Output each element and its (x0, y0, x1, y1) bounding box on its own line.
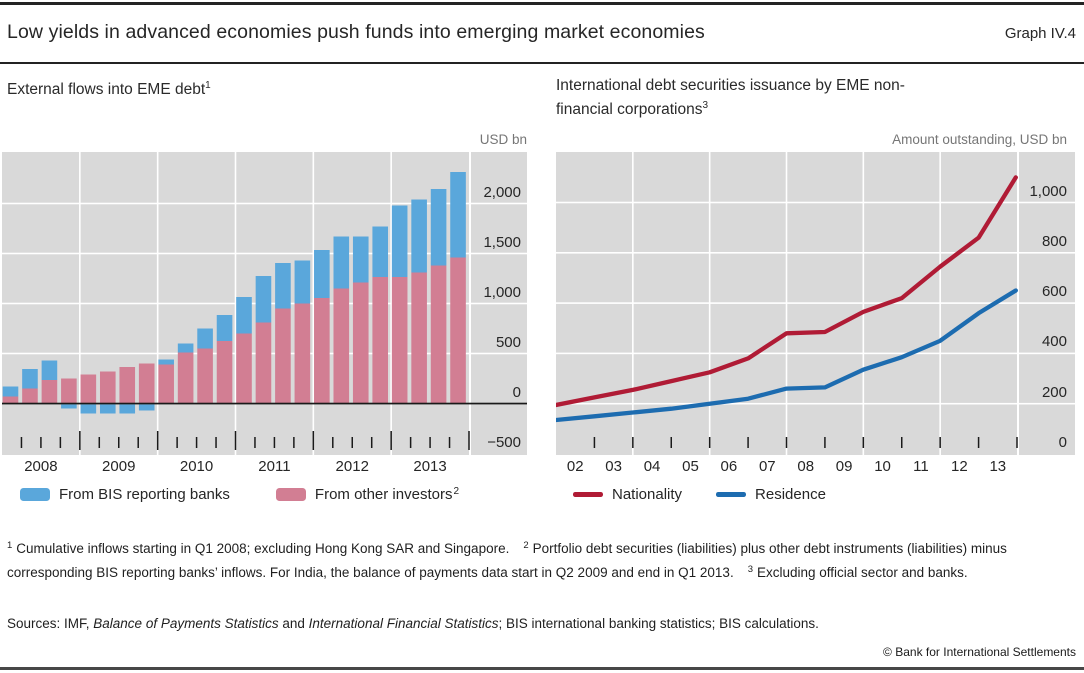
y-tick-label: 600 (1041, 283, 1067, 301)
bottom-border-rule (0, 667, 1084, 670)
right-panel-title: International debt securities issuance b… (556, 76, 908, 120)
y-tick-label: 0 (512, 383, 521, 401)
right-axis-unit-label: Amount outstanding, USD bn (892, 132, 1067, 147)
y-tick-label: 800 (1041, 232, 1067, 250)
footnote: 3 Excluding official sector and banks. (747, 563, 968, 580)
x-tick-label: 2013 (413, 458, 447, 475)
legend-swatch-rect (275, 488, 306, 501)
legend-label: From BIS reporting banks (59, 486, 230, 503)
graph-number-label: Graph IV.4 (1004, 25, 1076, 42)
source-publication-name: International Financial Statistics (308, 616, 499, 631)
y-tick-label: 2,000 (483, 183, 521, 201)
y-tick-label: 1,500 (483, 233, 521, 251)
x-tick-label: 12 (951, 458, 968, 475)
right-chart-panel: 1,000 800 600 400 200 0 02 03 04 05 06 07 08 09 10 11 1… (556, 152, 1075, 497)
footnote-text: Cumulative inflows starting in Q1 2008; … (16, 541, 510, 556)
footnote: 2 Portfolio debt securities (liabilities)… (7, 540, 1007, 580)
footnote-text: Excluding official sector and banks. (757, 564, 968, 580)
line-chart-canvas (556, 152, 1075, 455)
y-tick-label: 1,000 (1029, 182, 1067, 200)
x-tick-label: 2009 (102, 458, 136, 475)
right-panel-title-footnote-marker: 3 (702, 100, 709, 111)
footnote-marker: 2 (523, 540, 529, 551)
legend-label: Nationality (612, 486, 683, 503)
legend-item: From BIS reporting banks (20, 486, 230, 503)
page-title: Low yields in advanced economies push fu… (7, 21, 705, 43)
right-chart-legend: Nationality Residence (573, 486, 826, 503)
legend-item: From other investors2 (275, 486, 460, 503)
stacked-bar-chart-canvas (2, 152, 527, 455)
legend-label: Residence (755, 486, 826, 503)
copyright-notice: © Bank for International Settlements (883, 645, 1076, 659)
left-panel-title-text: External flows into EME debt (7, 81, 206, 98)
left-chart-legend: From BIS reporting banks From other inves… (20, 486, 459, 503)
x-tick-label: 08 (797, 458, 815, 475)
legend-item: Residence (716, 486, 826, 503)
x-tick-label: 05 (682, 458, 699, 475)
source-text: and (278, 616, 309, 631)
x-tick-label: 11 (913, 458, 929, 475)
x-tick-label: 04 (643, 458, 661, 475)
left-panel-title-footnote-marker: 1 (205, 80, 211, 91)
footnote-marker: 1 (7, 540, 13, 551)
x-tick-label: 10 (874, 458, 891, 475)
legend-swatch-line (573, 492, 603, 497)
y-tick-label: 0 (1058, 434, 1067, 451)
legend-footnote-marker: 2 (453, 486, 460, 497)
footnotes-block: 1 Cumulative inflows starting in Q1 2008;… (7, 536, 1077, 583)
x-tick-label: 06 (720, 458, 738, 475)
left-chart-panel: 2,000 1,500 1,000 500 0 −500 2008 2009 2010 2011… (2, 152, 527, 497)
y-tick-label: −500 (487, 433, 521, 451)
x-tick-label: 2012 (335, 458, 369, 475)
footnote-marker: 3 (747, 563, 753, 575)
y-tick-label: 1,000 (483, 283, 521, 301)
x-tick-label: 03 (605, 458, 622, 475)
title-divider-rule (0, 62, 1084, 64)
y-tick-label: 500 (495, 333, 521, 351)
sources-line: Sources: IMF, Balance of Payments Statis… (7, 616, 1077, 631)
x-tick-label: 09 (835, 458, 853, 475)
footnote: 1 Cumulative inflows starting in Q1 2008;… (7, 540, 510, 556)
left-axis-unit-label: USD bn (479, 132, 527, 147)
legend-item: Nationality (573, 486, 682, 503)
legend-swatch-line (716, 492, 747, 497)
y-tick-label: 200 (1041, 383, 1067, 401)
legend-label: From other investors2 (314, 486, 460, 503)
x-tick-label: 13 (989, 458, 1007, 475)
legend-swatch-rect (20, 488, 50, 501)
x-tick-label: 2010 (179, 458, 214, 475)
left-panel-title: External flows into EME debt1 (7, 76, 211, 100)
right-panel-title-text: International debt securities issuance b… (556, 77, 905, 118)
source-text: Sources: IMF, (7, 616, 94, 631)
source-text: ; BIS international banking statistics; … (498, 616, 819, 631)
x-tick-label: 2011 (258, 458, 291, 475)
x-tick-label: 02 (566, 458, 584, 475)
x-tick-label: 07 (758, 458, 776, 475)
x-tick-label: 2008 (24, 458, 58, 475)
source-publication-name: Balance of Payments Statistics (93, 616, 279, 631)
top-border-rule (0, 2, 1084, 5)
y-tick-label: 400 (1041, 333, 1067, 351)
footnote-text: Portfolio debt securities (liabilities) … (7, 541, 1007, 580)
